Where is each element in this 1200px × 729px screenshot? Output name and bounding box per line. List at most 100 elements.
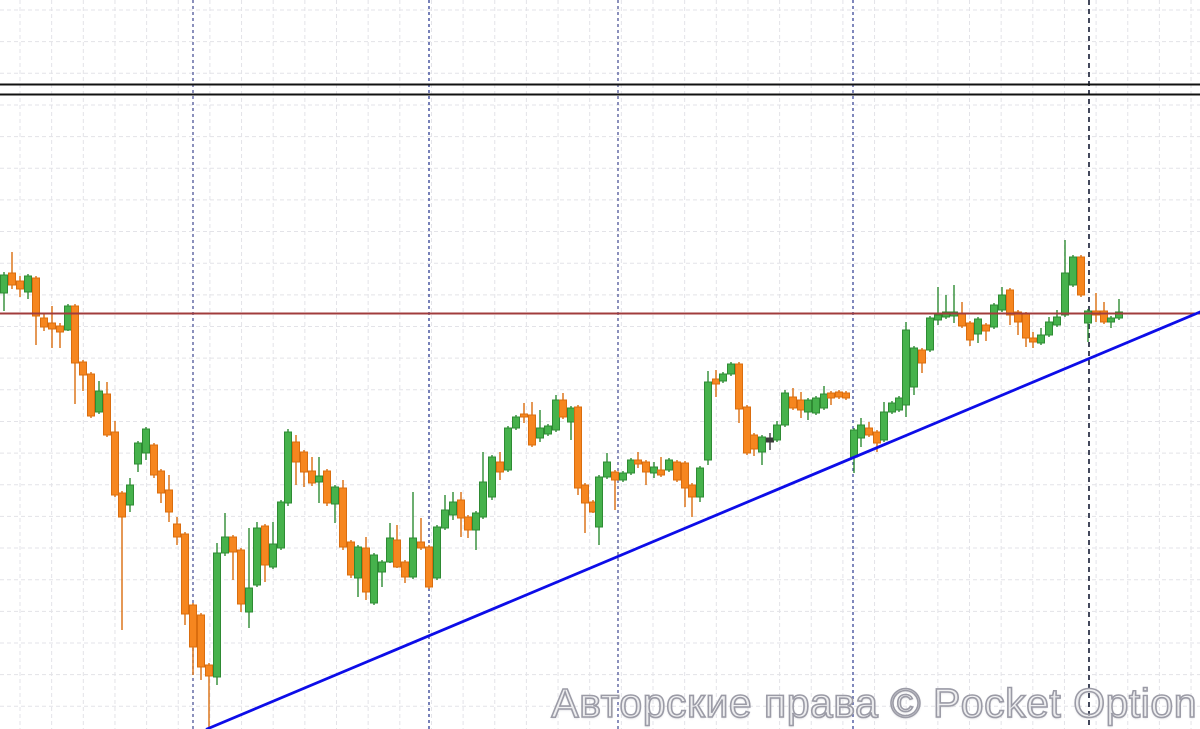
candle-body (393, 539, 401, 568)
candle-bullish (277, 500, 285, 550)
candle-bullish (1107, 316, 1115, 328)
candle-body (827, 392, 835, 399)
candle-body (150, 444, 158, 476)
candle-bearish (457, 492, 465, 537)
candle-body (300, 451, 308, 473)
candle-body (880, 411, 888, 441)
candle-bearish (32, 276, 40, 345)
candle-body (1045, 321, 1053, 336)
horizontal-overlay-lines (0, 83, 1200, 315)
candle-body (619, 472, 627, 481)
candle-bullish (370, 553, 378, 605)
candle-bullish (888, 401, 896, 414)
candle-bullish (974, 317, 982, 343)
candle-body (134, 442, 142, 465)
candle-body (512, 416, 520, 429)
candle-body (1084, 310, 1092, 324)
candle-body (488, 456, 496, 498)
candle-bullish (719, 372, 727, 383)
candle-bullish (472, 511, 480, 550)
candle-body (797, 399, 805, 411)
candle-body (781, 392, 789, 426)
candle-body (284, 431, 292, 504)
candle-body (998, 294, 1006, 311)
candle-bullish (354, 545, 362, 597)
candle-bullish (820, 386, 828, 410)
candle-bullish (441, 495, 449, 530)
candle-bullish (134, 441, 142, 472)
candle-body (229, 536, 237, 553)
candle-bullish (1069, 255, 1077, 287)
candle-bearish (339, 480, 347, 550)
candle-body (401, 561, 409, 578)
candle-bearish (71, 304, 79, 404)
candle-bullish (552, 395, 560, 432)
candle-body (758, 436, 766, 453)
candle-body (895, 397, 903, 411)
candle-bearish (520, 403, 528, 423)
candle-body (189, 604, 197, 648)
candle-body (339, 487, 347, 548)
candle-bullish (479, 452, 487, 519)
candle-body (567, 407, 575, 423)
candle-body (40, 317, 48, 328)
candle-body (472, 512, 480, 531)
candle-body (574, 406, 582, 489)
candle-body (958, 312, 966, 327)
candle-body (627, 459, 635, 474)
candle-bullish (245, 528, 253, 628)
candle-body (315, 475, 323, 483)
candle-body (712, 378, 720, 385)
candle-bullish (804, 398, 812, 420)
candle-body (857, 424, 865, 439)
candle-body (688, 484, 696, 498)
candle-bearish (165, 475, 173, 522)
candle-body (696, 467, 704, 498)
candle-bullish (619, 471, 627, 482)
candle-body (552, 399, 560, 431)
candle-body (221, 536, 229, 554)
candle-body (735, 363, 743, 410)
candle-body (842, 392, 850, 399)
candle-bearish (173, 517, 181, 545)
candle-bearish (918, 348, 926, 373)
candle-body (1037, 334, 1045, 344)
candle-bearish (189, 603, 197, 675)
candle-bullish (449, 492, 457, 520)
candle-body (595, 476, 603, 528)
candle-bearish (323, 469, 331, 506)
candle-bearish (559, 393, 567, 419)
candle-body (370, 554, 378, 604)
candle-body (544, 425, 552, 435)
candle-bearish (982, 323, 990, 341)
candle-body (1069, 256, 1077, 286)
candle-bearish (464, 515, 472, 538)
candle-bullish (1045, 317, 1053, 337)
candle-body (433, 526, 441, 579)
candle-bullish (221, 513, 229, 556)
candle-body (888, 402, 896, 413)
candle-bearish (789, 388, 797, 410)
candle-body (657, 469, 665, 476)
candle-body (918, 349, 926, 364)
candle-body (766, 437, 774, 443)
candle-body (354, 546, 362, 579)
candle-bearish (111, 421, 119, 497)
candle-bearish (300, 450, 308, 487)
candle-body (634, 459, 642, 465)
candle-bearish (528, 402, 536, 447)
candle-bearish (642, 460, 650, 485)
candle-bearish (865, 422, 873, 437)
candle-body (704, 381, 712, 461)
candle-bullish (315, 457, 323, 503)
candle-body (910, 347, 918, 388)
candle-body (8, 272, 16, 286)
candle-body (425, 546, 433, 588)
candle-bearish (197, 613, 205, 680)
candle-body (449, 501, 457, 516)
candle-body (496, 461, 504, 473)
candle-body (812, 397, 820, 414)
candle-bullish (665, 458, 673, 472)
candle-body (118, 492, 126, 518)
